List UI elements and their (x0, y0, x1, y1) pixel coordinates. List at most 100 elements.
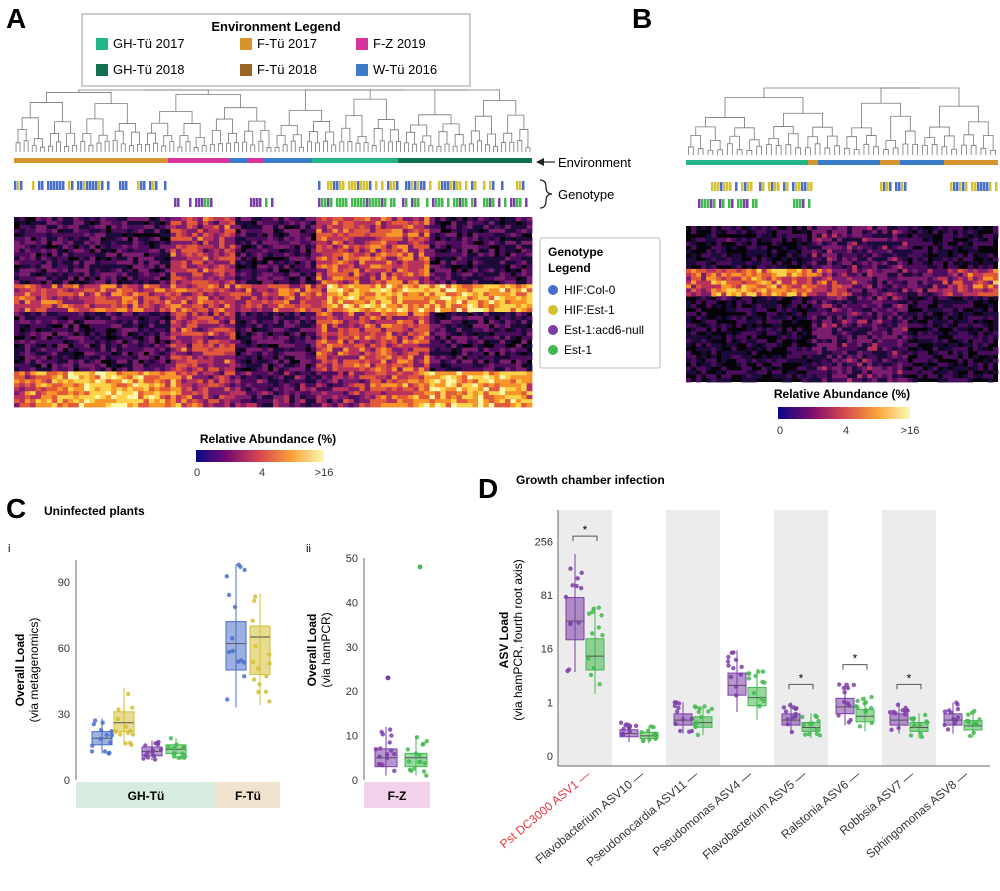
colorbar-b: Relative Abundance (%) 0 4 >16 (774, 387, 919, 437)
data-point (788, 703, 793, 708)
data-point (908, 733, 914, 738)
data-point (751, 691, 757, 696)
data-point (181, 745, 186, 750)
data-point (653, 736, 658, 741)
box (585, 605, 605, 694)
data-point (917, 723, 922, 728)
data-point (952, 721, 957, 726)
data-point (252, 598, 257, 603)
data-point (851, 682, 856, 688)
data-point (734, 693, 739, 698)
data-point (253, 644, 258, 649)
data-point (389, 733, 394, 738)
data-point (760, 679, 765, 685)
data-point (424, 739, 429, 744)
data-point (641, 738, 646, 743)
data-point (599, 613, 604, 618)
data-point (739, 664, 744, 670)
data-point (409, 768, 414, 773)
data-point (98, 727, 104, 733)
panel-label-a: A (6, 3, 26, 34)
data-point (813, 713, 818, 718)
data-point (90, 743, 95, 748)
data-point (378, 746, 383, 751)
data-point (379, 729, 384, 735)
panel-c-ii-plot: 0 10 20 30 40 50 F-Z (346, 553, 430, 808)
data-point (900, 708, 905, 713)
data-point (757, 704, 762, 709)
data-point (373, 747, 379, 752)
data-point (639, 730, 644, 735)
data-point (738, 672, 743, 677)
data-point (645, 728, 651, 733)
y-tick-label: 30 (58, 709, 70, 721)
data-point (579, 585, 584, 591)
data-point (971, 730, 976, 735)
environment-legend-swatch (96, 64, 108, 76)
data-point (758, 696, 764, 701)
data-point (152, 757, 158, 762)
colorbar-a-tick-16: >16 (315, 467, 334, 479)
environment-legend-item: F-Tü 2018 (257, 62, 317, 77)
data-point (171, 754, 177, 759)
data-point (421, 769, 427, 774)
data-point (568, 620, 573, 625)
data-point (586, 611, 592, 616)
box (373, 726, 398, 776)
genotype-legend: Genotype Legend HIF:Col-0 HIF:Est-1 Est-1:… (539, 237, 661, 369)
data-point (955, 702, 960, 707)
data-point (104, 732, 110, 738)
data-point (151, 753, 157, 758)
box (963, 708, 983, 739)
box (746, 668, 767, 720)
y-tick-label: 10 (346, 731, 358, 743)
y-tick-label: 0 (547, 751, 553, 763)
data-point (869, 720, 874, 726)
y-tick-label: 60 (58, 643, 70, 655)
data-point (842, 699, 847, 705)
data-point (756, 669, 761, 674)
data-point (967, 733, 973, 739)
data-point (123, 724, 128, 729)
data-point (257, 682, 262, 687)
genotype-legend-item: Est-1 (564, 343, 592, 357)
data-point (384, 755, 390, 761)
panel-c-ii-ylabel: Overall Load (via hamPCR) (305, 612, 333, 687)
data-point (417, 759, 422, 765)
significance-bracket (842, 664, 868, 670)
data-point (420, 742, 425, 747)
data-point (250, 659, 256, 665)
data-point (392, 768, 397, 773)
data-point (109, 729, 114, 734)
data-point (226, 592, 232, 598)
data-point (862, 701, 867, 706)
data-point (392, 751, 397, 757)
data-point (236, 562, 241, 567)
data-point (406, 759, 412, 764)
data-point (693, 705, 698, 710)
environment-legend-title: Environment Legend (211, 19, 340, 34)
environment-legend-swatch (356, 64, 368, 76)
data-point (388, 727, 393, 732)
data-point (107, 750, 112, 756)
data-point (887, 710, 893, 715)
y-tick-label: 30 (346, 642, 358, 654)
data-point (89, 749, 95, 754)
data-point (115, 716, 121, 722)
data-point (256, 666, 261, 671)
data-point (171, 746, 177, 751)
data-point (574, 583, 579, 589)
box (942, 700, 963, 734)
data-point (174, 742, 179, 747)
data-point (264, 674, 269, 679)
data-point (869, 705, 874, 711)
data-point (91, 722, 97, 727)
category-label: Sphingomonas ASV8 — (863, 768, 971, 861)
significance-star: * (583, 523, 588, 537)
box (563, 554, 585, 674)
environment-legend-item: GH-Tü 2017 (113, 36, 185, 51)
data-point (145, 755, 151, 760)
colorbar-a-tick-4: 4 (259, 467, 265, 479)
data-point (621, 726, 626, 732)
data-point (267, 661, 272, 666)
